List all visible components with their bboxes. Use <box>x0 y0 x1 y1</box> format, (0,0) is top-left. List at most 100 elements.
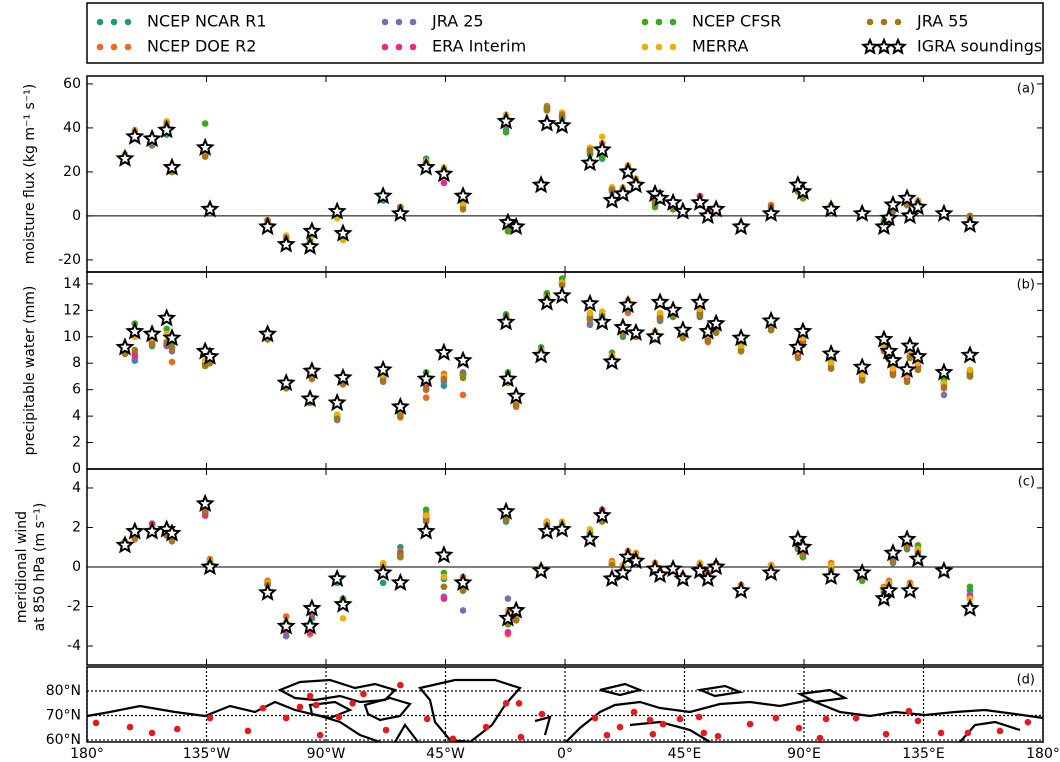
star-marker <box>900 580 920 599</box>
x-tick-label: 90°E <box>787 746 821 762</box>
dot <box>163 325 170 333</box>
legend-marker <box>110 43 118 51</box>
star-marker <box>618 294 638 314</box>
dot <box>889 371 897 379</box>
star-marker <box>580 153 600 172</box>
star-marker <box>434 164 454 183</box>
star-marker <box>552 285 572 304</box>
star-marker <box>142 128 162 148</box>
x-tick-label: 90°W <box>307 746 346 762</box>
star-marker <box>761 203 781 222</box>
y-tick-label: 70°N <box>46 708 81 724</box>
dot <box>148 729 156 737</box>
star-marker <box>934 560 954 580</box>
dot <box>126 723 134 731</box>
star-marker <box>650 188 670 207</box>
dot <box>422 386 430 393</box>
star-marker <box>453 572 473 591</box>
star-marker <box>373 562 393 582</box>
star-marker <box>416 368 436 388</box>
dot <box>512 402 520 409</box>
dot <box>914 366 922 374</box>
panel-label: (b) <box>1017 278 1035 293</box>
dot <box>92 719 100 727</box>
panel-frame <box>86 75 1044 273</box>
dot <box>827 365 835 372</box>
y-axis-label: precipitable water (mm) <box>22 286 38 456</box>
star-marker <box>390 203 410 222</box>
legend-marker <box>110 18 118 26</box>
y-tick-label: 60 <box>63 76 81 92</box>
dot <box>966 366 974 374</box>
dot <box>903 378 911 386</box>
star-marker <box>690 192 710 211</box>
star-marker <box>157 308 177 327</box>
dot <box>646 716 654 724</box>
dot <box>306 692 314 700</box>
y-axis-label: moisture flux (kg m⁻¹ s⁻¹) <box>22 84 38 264</box>
star-marker <box>626 322 646 342</box>
star-marker <box>115 148 135 167</box>
dot <box>423 715 431 723</box>
star-marker <box>592 139 612 159</box>
star-marker <box>257 216 278 236</box>
dot <box>201 120 209 127</box>
star-marker <box>496 111 516 130</box>
dot <box>515 699 523 707</box>
star-marker <box>690 292 710 311</box>
legend-marker <box>888 37 908 55</box>
legend-marker <box>381 43 389 51</box>
star-marker <box>115 337 135 356</box>
y-tick-label: 20 <box>63 164 81 180</box>
star-marker <box>200 346 220 365</box>
star-marker <box>879 208 899 227</box>
dot <box>696 312 704 319</box>
star-marker <box>821 199 841 218</box>
star-marker <box>602 568 622 588</box>
star-marker <box>327 568 347 588</box>
dot <box>794 354 802 362</box>
star-marker <box>663 192 683 211</box>
dot <box>339 615 347 622</box>
dot <box>459 391 467 399</box>
star-marker <box>731 328 751 347</box>
dot <box>282 632 290 640</box>
dot <box>737 348 745 355</box>
dot <box>966 373 974 380</box>
y-tick-label: 60°N <box>46 732 81 748</box>
dot <box>459 607 467 614</box>
star-marker <box>731 580 751 599</box>
star-marker <box>333 367 353 386</box>
dot <box>504 595 512 602</box>
legend-marker <box>866 18 874 26</box>
dot <box>940 391 948 399</box>
dot <box>482 723 490 731</box>
dot <box>712 329 720 337</box>
star-marker <box>300 236 320 255</box>
dot <box>937 729 945 737</box>
star-marker <box>793 321 813 340</box>
dot <box>827 561 835 569</box>
star-marker <box>373 359 393 379</box>
star-marker <box>300 616 320 635</box>
star-marker <box>821 343 841 363</box>
star-marker <box>900 335 920 355</box>
dot <box>440 375 448 383</box>
dot <box>795 724 803 732</box>
star-marker <box>373 186 393 205</box>
y-tick-label: -2 <box>67 599 81 615</box>
star-marker <box>327 392 347 412</box>
star-marker <box>793 181 813 200</box>
dot <box>168 345 176 352</box>
star-marker <box>613 562 633 582</box>
star-marker <box>552 519 572 538</box>
star-marker <box>650 292 670 311</box>
dot <box>131 346 139 354</box>
dot <box>591 714 599 722</box>
star-marker <box>645 326 665 345</box>
dot <box>767 326 775 334</box>
star-marker <box>663 558 683 578</box>
star-marker <box>453 186 473 205</box>
legend-marker <box>894 18 902 26</box>
star-marker <box>453 350 473 369</box>
